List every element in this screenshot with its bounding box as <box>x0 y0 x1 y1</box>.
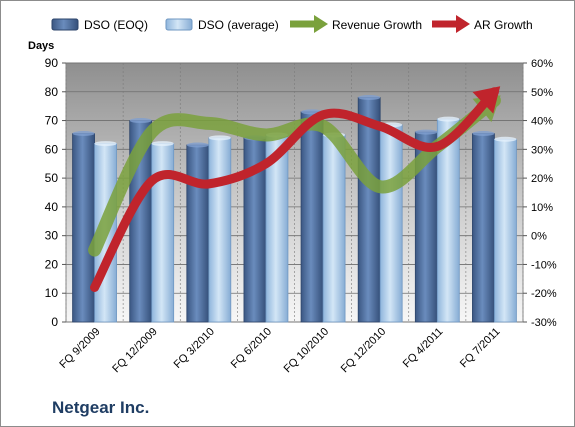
y2-tick-label: 10% <box>531 202 553 214</box>
y2-tick-label: 50% <box>531 87 553 99</box>
company-label: Netgear Inc. <box>52 398 150 417</box>
y-tick-label: 20 <box>45 257 59 271</box>
legend-item: DSO (EOQ) <box>51 18 148 32</box>
legend-item: AR Growth <box>432 15 533 33</box>
y-tick-label: 90 <box>45 56 59 70</box>
legend-arrowhead <box>456 15 470 33</box>
legend-swatch <box>51 18 79 31</box>
y-axis-title: Days <box>28 40 55 52</box>
bar-cap <box>437 116 460 122</box>
x-tick-label: FQ 12/2009 <box>110 326 160 376</box>
y2-tick-label: -10% <box>531 259 557 271</box>
legend-label: AR Growth <box>474 18 533 32</box>
x-tick-label: FQ 10/2010 <box>282 326 332 376</box>
bar-dso-eoq <box>357 97 381 323</box>
bar-dso-average <box>322 134 346 323</box>
ar-growth <box>90 86 501 292</box>
legend-label: DSO (average) <box>198 18 279 32</box>
x-tick-label: FQ 6/2010 <box>229 326 274 371</box>
line-series <box>88 86 501 292</box>
x-tick-label: FQ 12/2010 <box>339 326 389 376</box>
y-tick-label: 60 <box>45 142 59 156</box>
bar-cap <box>208 135 231 141</box>
y2-tick-label: -20% <box>531 288 557 300</box>
bar-dso-eoq <box>300 111 324 323</box>
y-tick-label: 0 <box>51 315 58 329</box>
legend-item: Revenue Growth <box>290 15 422 33</box>
y-tick-label: 10 <box>45 286 59 300</box>
y2-tick-label: 20% <box>531 173 553 185</box>
bar-dso-eoq <box>186 144 210 323</box>
y2-tick-label: -30% <box>531 317 557 329</box>
y-tick-label: 50 <box>45 171 59 185</box>
y-tick-label: 40 <box>45 200 59 214</box>
y2-tick-label: 0% <box>531 231 547 243</box>
legend-label: DSO (EOQ) <box>84 18 148 32</box>
bar-cap <box>151 141 174 147</box>
x-tick-label: FQ 7/2011 <box>458 326 503 371</box>
y-tick-label: 30 <box>45 229 59 243</box>
bar-dso-eoq <box>72 133 95 323</box>
y-tick-label: 80 <box>45 85 59 99</box>
bar-dso-eoq <box>472 133 495 323</box>
bar-dso-average <box>494 138 517 323</box>
legend-item: DSO (average) <box>165 18 279 32</box>
x-tick-label: FQ 3/2010 <box>172 326 217 371</box>
bar-cap <box>472 131 495 137</box>
legend-label: Revenue Growth <box>332 18 422 32</box>
legend-arrowhead <box>314 15 328 33</box>
y2-tick-label: 60% <box>531 58 553 70</box>
bar-cap <box>186 142 209 148</box>
bar-dso-average <box>379 124 403 323</box>
bar-cap <box>358 95 381 101</box>
bar-cap <box>72 131 95 137</box>
x-tick-label: FQ 9/2009 <box>57 326 102 371</box>
bar-cap <box>415 129 438 135</box>
bar-cap <box>129 118 152 124</box>
legend: DSO (EOQ) DSO (average) Revenue Growth AR G… <box>51 15 533 33</box>
y-tick-label: 70 <box>45 114 59 128</box>
bar-cap <box>94 141 117 147</box>
bar-cap <box>494 136 517 142</box>
x-tick-label: FQ 4/2011 <box>401 326 446 371</box>
ar-growth-line <box>90 87 499 292</box>
revenue-growth-line <box>88 93 501 257</box>
legend-swatch <box>165 18 193 31</box>
bar-dso-average <box>208 137 232 323</box>
y2-tick-label: 30% <box>531 144 553 156</box>
ar-growth-arrowhead <box>472 86 501 114</box>
y2-tick-label: 40% <box>531 116 553 128</box>
